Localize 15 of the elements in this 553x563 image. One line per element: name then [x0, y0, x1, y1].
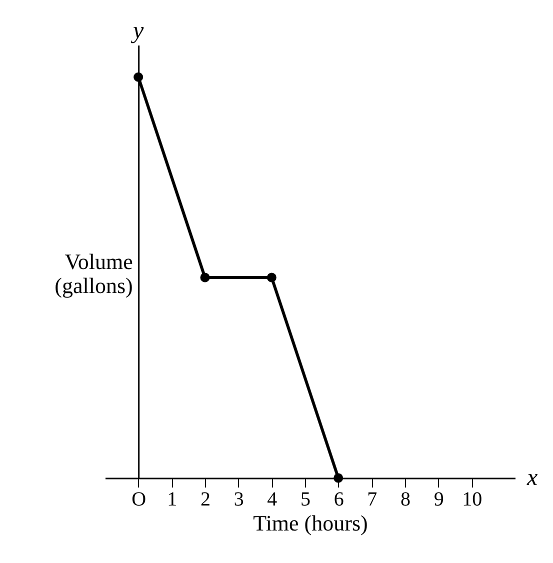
- text: y: [131, 18, 144, 44]
- x-tick-label: 5: [300, 488, 310, 510]
- x-tick-label: O: [132, 488, 146, 510]
- x-tick-label: 10: [462, 488, 482, 510]
- x-tick-label: 9: [434, 488, 444, 510]
- x-tick-label: 6: [334, 488, 344, 510]
- x-axis-title: Time (hours): [253, 510, 368, 536]
- y-axis-title: Volume (gallons): [54, 249, 133, 298]
- x-tick-label: 8: [400, 488, 410, 510]
- x-tick-label: 1: [167, 488, 178, 510]
- text: x: [526, 465, 538, 491]
- x-tick-label: 7: [367, 488, 378, 510]
- x-tick-label: 4: [267, 488, 278, 510]
- x-tick-label: 3: [234, 488, 244, 510]
- x-tick-label: 2: [200, 488, 210, 510]
